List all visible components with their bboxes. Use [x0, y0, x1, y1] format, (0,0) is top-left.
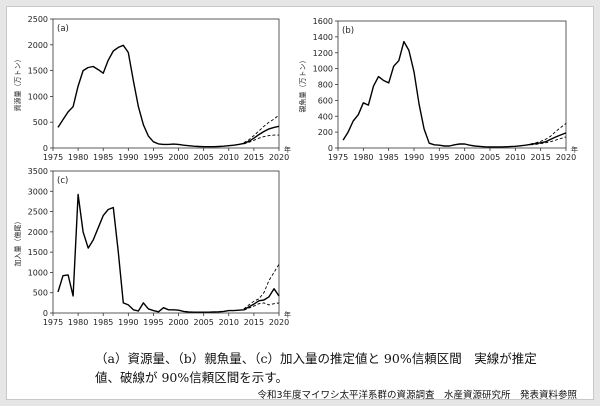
x-tick-label: 1990: [404, 153, 424, 162]
x-tick-label: 2010: [219, 318, 239, 327]
y-tick-label: 1000: [28, 268, 48, 277]
source-credit: 令和3年度マイワシ太平洋系群の資源調査 水産資源研究所 発表資料参照: [257, 390, 577, 401]
x-tick-label: 1975: [43, 318, 63, 327]
x-tick-label: 2000: [454, 153, 474, 162]
x-tick-label: 1975: [328, 153, 348, 162]
chart-panel-a: 1975 1980 1985 1990 1995 2000 2005 2010 2015 2020…: [13, 15, 291, 162]
y-tick-label: 500: [33, 289, 48, 298]
x-tick-label: 2015: [244, 318, 264, 327]
x-tick-label: 1990: [118, 153, 138, 162]
caption-line-1: （a）資源量、（b）親魚量、（c）加入量の推定値と 90%信頼区間 実線が推定: [95, 351, 537, 366]
y-tick-label: 400: [318, 112, 333, 121]
y-tick-label: 200: [318, 128, 333, 137]
caption-line-2: 値、破線が 90%信頼区間を示す。: [95, 370, 289, 385]
y-axis-label: 加入量（億尾）: [13, 218, 22, 267]
x-tick-label: 2015: [530, 153, 550, 162]
y-tick-label: 1500: [28, 248, 48, 257]
x-tick-label: 2015: [244, 153, 264, 162]
x-tick-label: 2010: [219, 153, 239, 162]
y-tick-label: 3000: [28, 187, 48, 196]
y-axis-label: 資源量（万トン）: [13, 56, 22, 112]
x-tick-label: 2010: [505, 153, 525, 162]
x-tick-label: 2005: [480, 153, 500, 162]
x-tick-label: 1995: [143, 153, 163, 162]
x-tick-label: 2000: [168, 153, 188, 162]
panel-label-a: (a): [57, 24, 69, 34]
y-tick-label: 800: [318, 81, 333, 90]
figure-caption: （a）資源量、（b）親魚量、（c）加入量の推定値と 90%信頼区間 実線が推定 …: [95, 349, 595, 387]
x-tick-label: 1995: [143, 318, 163, 327]
series-estimate-line: [57, 44, 280, 148]
y-tick-label: 0: [328, 144, 333, 153]
x-tick-label: 1980: [68, 153, 88, 162]
x-unit-label: 年: [284, 310, 291, 319]
x-tick-label: 1980: [68, 318, 88, 327]
series-ci-line-2: [243, 134, 279, 145]
y-tick-label: 1500: [28, 67, 48, 76]
y-tick-label: 2000: [28, 41, 48, 50]
x-unit-label: 年: [284, 145, 291, 154]
y-tick-label: 1400: [313, 33, 333, 42]
series-estimate-line: [57, 193, 280, 313]
chart-panel-c: 1975 1980 1985 1990 1995 2000 2005 2010 2015 2020…: [13, 167, 291, 327]
plot-area-c: [52, 170, 280, 314]
y-tick-label: 500: [33, 118, 48, 127]
x-tick-label: 2005: [193, 318, 213, 327]
y-tick-label: 600: [318, 96, 333, 105]
panel-label-b: (b): [342, 26, 354, 36]
x-tick-label: 1975: [43, 153, 63, 162]
y-tick-label: 1000: [28, 92, 48, 101]
x-tick-label: 2000: [168, 318, 188, 327]
panel-label-c: (c): [57, 176, 68, 186]
figure-charts: 1975 1980 1985 1990 1995 2000 2005 2010 2015 2020…: [13, 15, 578, 327]
x-tick-label: 2020: [556, 153, 576, 162]
y-tick-label: 0: [43, 309, 48, 318]
y-tick-label: 0: [43, 144, 48, 153]
x-tick-label: 1990: [118, 318, 138, 327]
chart-panel-b: 1975 1980 1985 1990 1995 2000 2005 2010 2015 2020…: [298, 17, 578, 162]
series-ci-line-1: [243, 264, 280, 310]
series-ci-line-2: [243, 302, 280, 311]
series-estimate-line: [342, 40, 567, 148]
plot-area-a: [52, 18, 280, 149]
x-tick-label: 1985: [93, 153, 113, 162]
y-tick-label: 3500: [28, 167, 48, 176]
x-tick-label: 1995: [429, 153, 449, 162]
x-tick-label: 2020: [269, 318, 289, 327]
x-tick-label: 2005: [193, 153, 213, 162]
y-axis-label: 親魚量（万トン）: [298, 57, 307, 113]
x-tick-label: 1980: [353, 153, 373, 162]
y-tick-label: 1000: [313, 65, 333, 74]
plot-area-b: [337, 20, 567, 149]
x-tick-label: 1985: [378, 153, 398, 162]
x-tick-label: 1985: [93, 318, 113, 327]
x-tick-label: 2020: [269, 153, 289, 162]
y-tick-label: 2500: [28, 208, 48, 217]
series-ci-line-1: [530, 123, 567, 145]
x-unit-label: 年: [571, 145, 578, 154]
series-ci-line-1: [243, 114, 280, 144]
y-tick-label: 1200: [313, 49, 333, 58]
y-tick-label: 1600: [313, 17, 333, 26]
y-tick-label: 2500: [28, 15, 48, 24]
y-tick-label: 2000: [28, 228, 48, 237]
series-ci-line-2: [530, 136, 567, 146]
figure-frame: 1975 1980 1985 1990 1995 2000 2005 2010 2015 2020…: [6, 6, 595, 401]
